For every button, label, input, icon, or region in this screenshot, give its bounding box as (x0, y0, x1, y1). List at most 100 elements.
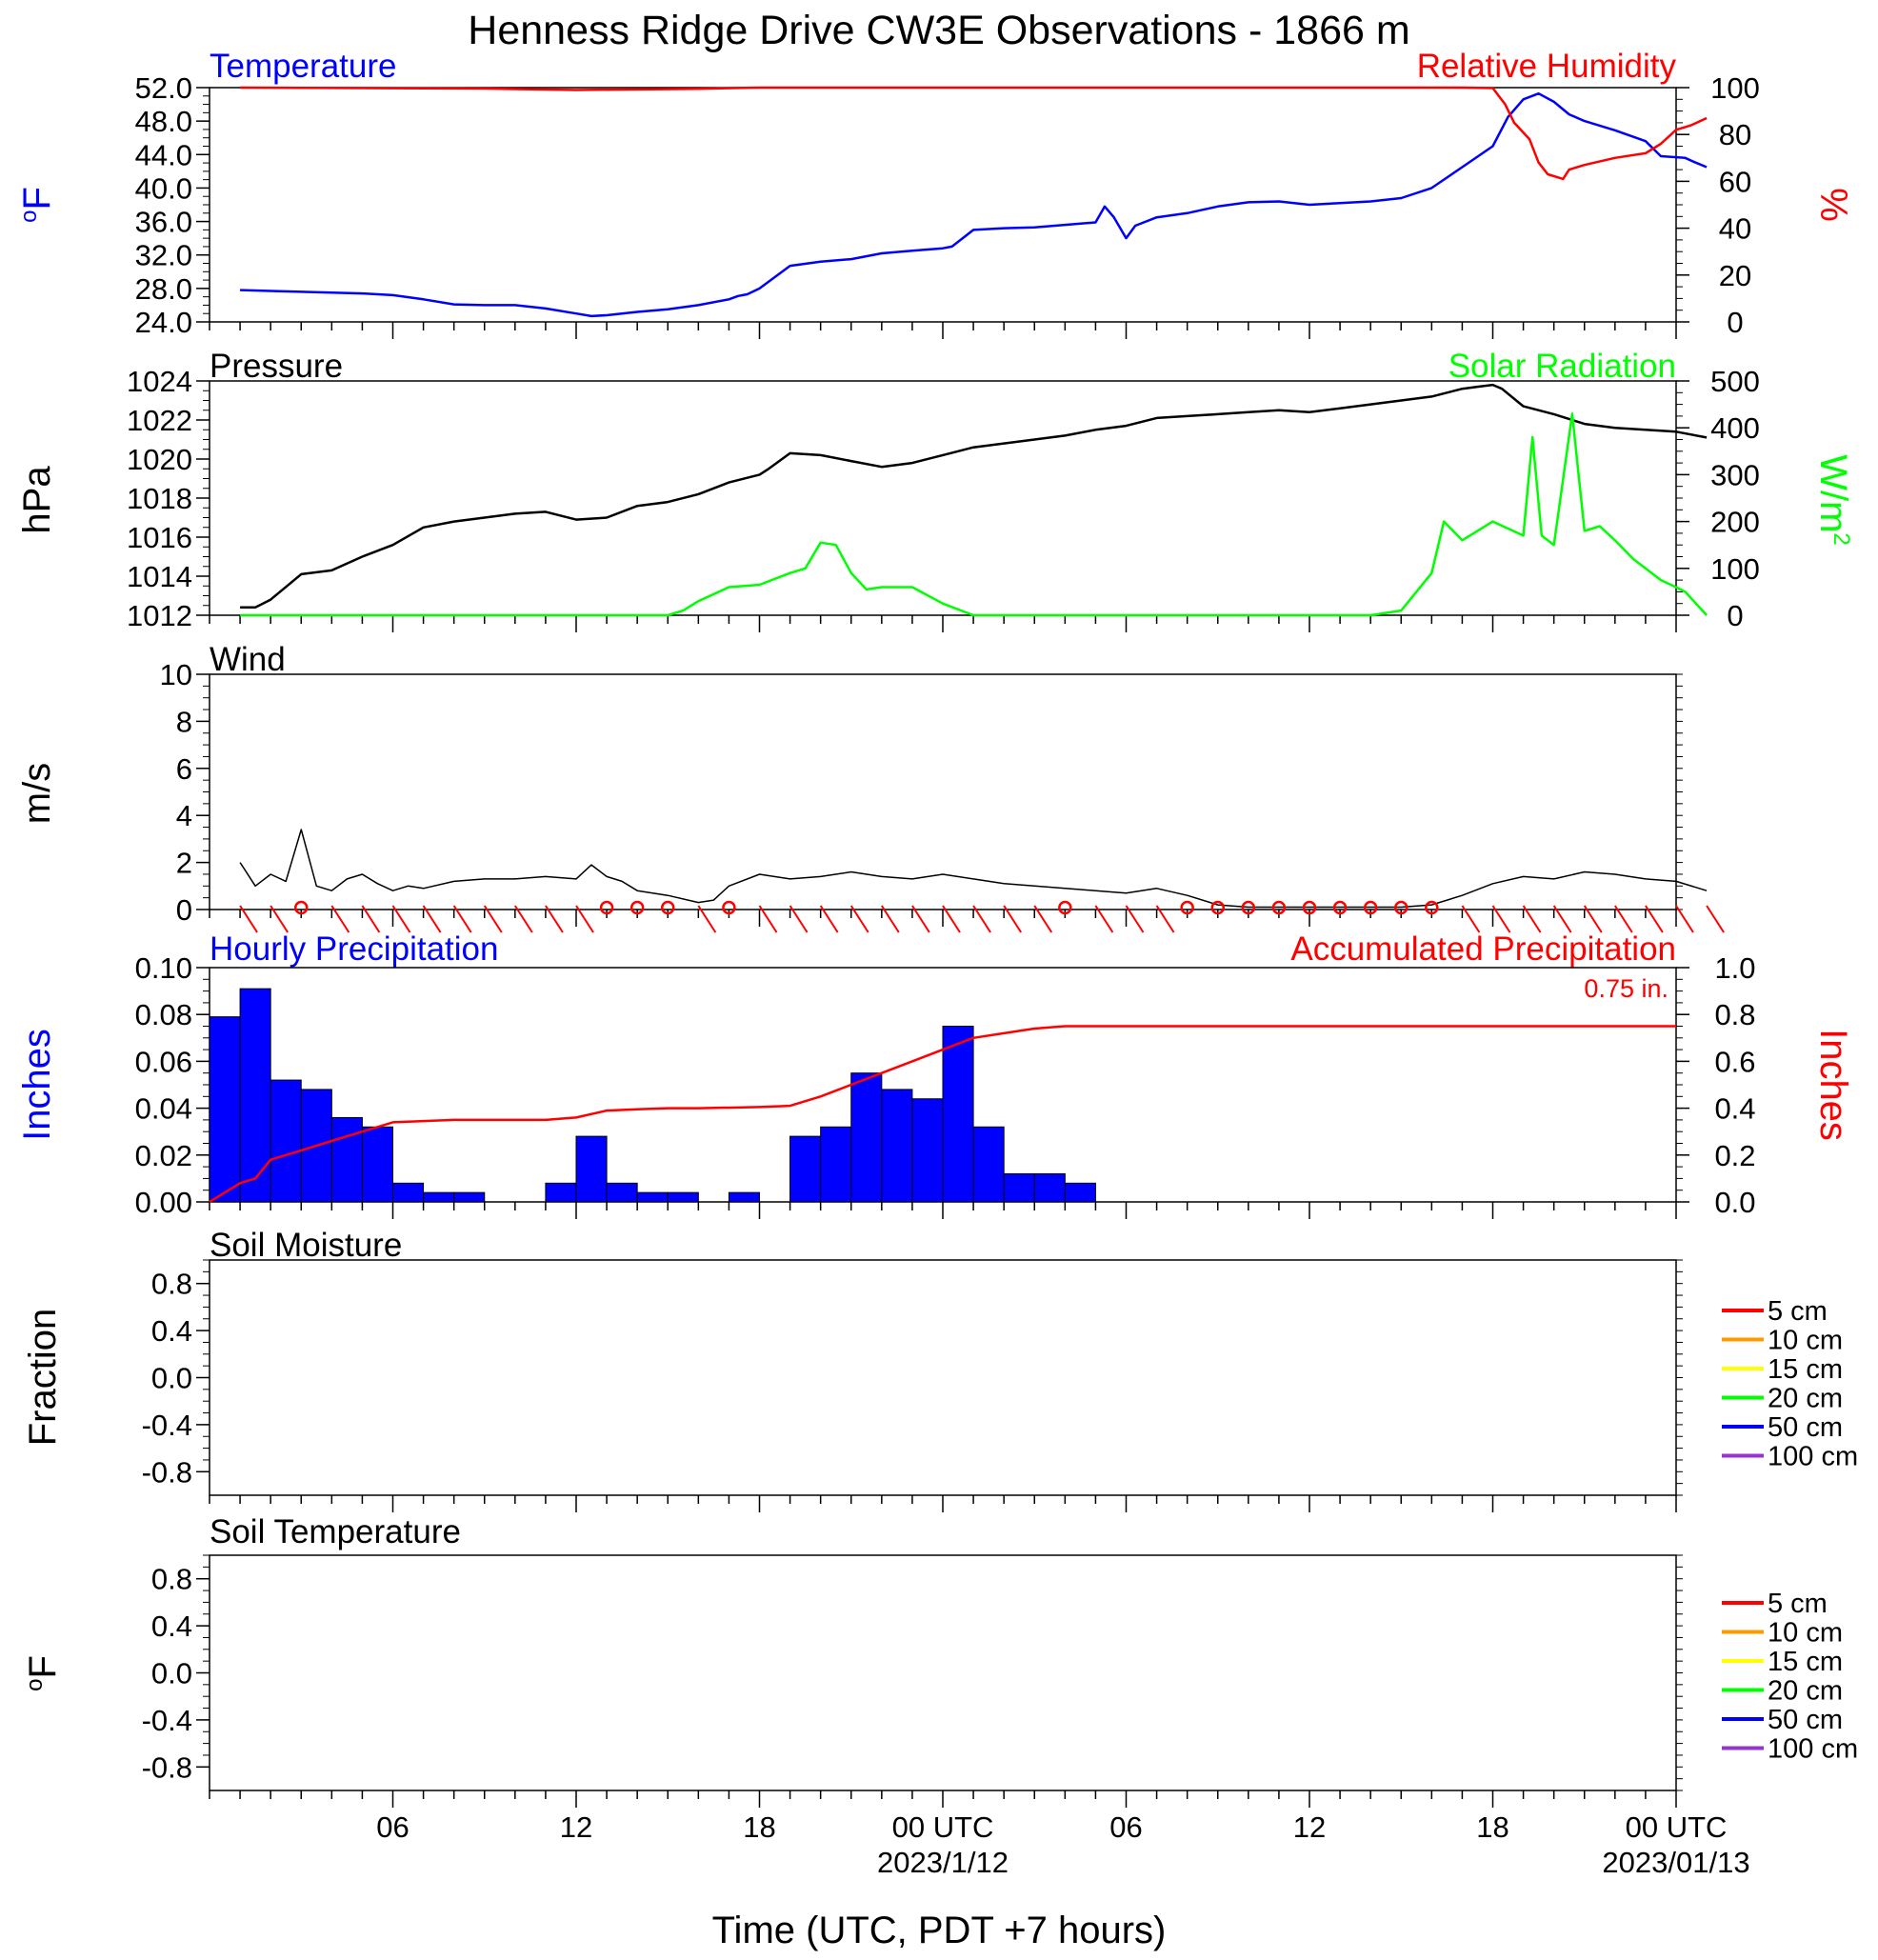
precipitation-panel: Hourly Precipitation Accumulated Precipi… (16, 930, 1854, 1219)
solar-right-tick-label: 0 (1727, 599, 1743, 632)
humidity-unit-label: % (1812, 188, 1854, 222)
wind-calm-circle (629, 900, 645, 915)
solar-right-tick-label: 500 (1710, 365, 1760, 398)
hourly-precip-bar (1003, 1172, 1035, 1203)
pressure-y-tick-label: 1018 (127, 482, 192, 515)
wind-y-tick-label: 4 (176, 799, 192, 832)
hourly-precip-bar (850, 1072, 883, 1203)
wind-barb (942, 905, 961, 933)
hourly-precip-bar (361, 1126, 393, 1203)
soil-moisture-legend-label: 15 cm (1768, 1354, 1843, 1385)
wind-barb (1522, 905, 1542, 933)
temperature-frame (209, 87, 1677, 323)
wind-calm-circle (1210, 900, 1225, 915)
hourly-precip-bar (453, 1191, 486, 1203)
temperature-y-tick-label: 24.0 (135, 306, 192, 339)
pressure-y-tick-label: 1016 (127, 521, 192, 554)
pressure-line (240, 383, 1708, 610)
wind-y-tick-label: 8 (176, 705, 192, 738)
precip-right-unit-label: Inches (1812, 1029, 1854, 1141)
hourly-precip-bar (972, 1126, 1005, 1203)
wind-barb (545, 905, 564, 933)
soil-temperature-legend-label: 100 cm (1768, 1734, 1858, 1765)
soil-moisture-legend-label: 10 cm (1768, 1326, 1843, 1356)
wind-barb (1613, 905, 1633, 933)
pressure-y-tick-label: 1014 (127, 560, 192, 593)
humidity-right-tick-label: 40 (1719, 212, 1751, 246)
hourly-precip-bar (239, 988, 271, 1203)
solar-right-tick-label: 300 (1710, 458, 1760, 491)
wind-barb (819, 905, 839, 933)
hourly-precip-y-tick-label: 0.00 (135, 1186, 192, 1219)
wind-y-tick-label: 10 (160, 658, 192, 691)
pressure-panel: Pressure Solar Radiation hPa W/m2 1012 10… (16, 348, 1854, 632)
wind-barb (270, 905, 290, 933)
accum-precip-right-tick-label: 0.4 (1714, 1092, 1755, 1126)
humidity-right-tick-label: 20 (1719, 259, 1751, 292)
temperature-y-tick-label: 44.0 (135, 138, 192, 171)
hourly-precip-title: Hourly Precipitation (210, 930, 498, 968)
temperature-title: Temperature (210, 48, 396, 85)
wind-barb (758, 905, 778, 933)
hourly-precip-bar (545, 1182, 577, 1203)
wind-barb (1155, 905, 1175, 933)
x-date-label: 2023/01/13 (1602, 1846, 1749, 1879)
hourly-precip-bar (728, 1191, 761, 1203)
pressure-unit-label: hPa (16, 466, 58, 534)
wind-barb (1003, 905, 1023, 933)
hourly-precip-bar (423, 1191, 455, 1203)
figure-title: Henness Ridge Drive CW3E Observations - … (468, 8, 1409, 53)
soil-temperature-legend-label: 5 cm (1768, 1589, 1828, 1619)
hourly-precip-bar (881, 1089, 913, 1203)
wind-barb (452, 905, 472, 933)
x-tick-label: 12 (1293, 1810, 1326, 1844)
soil-temperature-frame (209, 1554, 1677, 1791)
accum-precip-right-tick-label: 1.0 (1714, 951, 1755, 985)
x-tick-label: 12 (560, 1810, 592, 1844)
wind-barb (849, 905, 869, 933)
soil-moisture-legend-label: 20 cm (1768, 1384, 1843, 1414)
soil-temperature-y-tick-label: -0.8 (142, 1750, 192, 1784)
accum-precip-line (209, 1025, 1676, 1204)
pressure-y-tick-label: 1020 (127, 443, 192, 476)
temperature-y-tick-label: 40.0 (135, 171, 192, 205)
humidity-line (240, 86, 1708, 181)
temperature-unit-label: oF (16, 187, 58, 223)
wind-barb (513, 905, 533, 933)
accum-precip-right-tick-label: 0.6 (1714, 1045, 1755, 1078)
pressure-y-tick-label: 1022 (127, 404, 192, 437)
solar-radiation-title: Solar Radiation (1448, 348, 1676, 385)
wind-calm-circle (1058, 900, 1072, 915)
soil-temperature-legend-label: 20 cm (1768, 1676, 1843, 1707)
wind-calm-circle (1271, 900, 1287, 915)
humidity-right-tick-label: 0 (1727, 306, 1743, 339)
hourly-precip-y-tick-label: 0.08 (135, 998, 192, 1031)
soil-moisture-y-tick-label: 0.8 (151, 1268, 192, 1301)
soil-temperature-y-tick-label: 0.8 (151, 1563, 192, 1596)
wind-barb (483, 905, 503, 933)
temperature-y-tick-label: 52.0 (135, 71, 192, 105)
wind-y-tick-label: 0 (176, 893, 192, 927)
hourly-precip-bar (667, 1191, 699, 1203)
wind-title: Wind (210, 641, 286, 678)
accum-precip-right-tick-label: 0.0 (1714, 1186, 1755, 1219)
soil-moisture-y-tick-label: -0.8 (142, 1455, 192, 1489)
wind-calm-circle (1241, 900, 1256, 915)
humidity-right-tick-label: 60 (1719, 165, 1751, 198)
x-date-label: 2023/1/12 (877, 1846, 1009, 1879)
hourly-precip-bar (942, 1026, 974, 1203)
wind-calm-circle (1363, 900, 1378, 915)
temperature-panel: Temperature Relative Humidity oF % 24.02… (16, 48, 1854, 339)
x-tick-label: 00 UTC (892, 1810, 994, 1844)
hourly-precip-y-tick-label: 0.10 (135, 951, 192, 985)
wind-barb (1675, 905, 1694, 933)
wind-barb (1552, 905, 1572, 933)
wind-calm-circle (1425, 900, 1439, 915)
soil-temperature-unit-label: oF (22, 1655, 64, 1691)
wind-barb (391, 905, 411, 933)
temperature-y-tick-label: 32.0 (135, 239, 192, 272)
accum-precip-title: Accumulated Precipitation (1290, 930, 1676, 968)
wind-barb (422, 905, 442, 933)
